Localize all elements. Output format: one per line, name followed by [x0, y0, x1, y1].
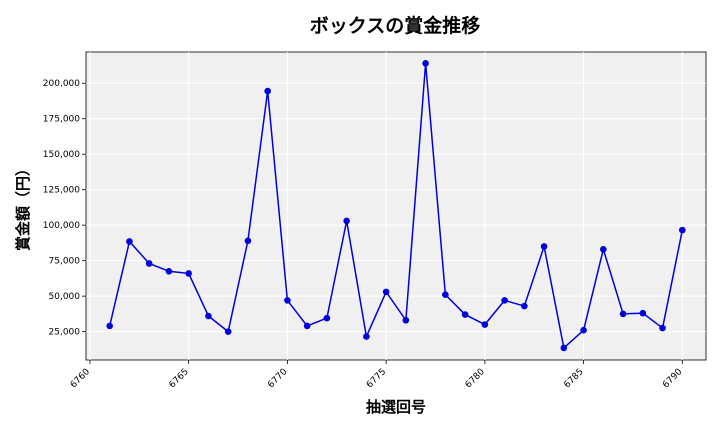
data-point: [442, 291, 449, 299]
y-tick-label: 175,000: [43, 115, 80, 125]
y-axis-label: 賞金額（円）: [14, 161, 32, 251]
y-tick-label: 150,000: [43, 150, 80, 160]
y-tick-label: 50,000: [49, 292, 81, 302]
y-tick-label: 100,000: [43, 221, 80, 231]
data-point: [303, 322, 311, 330]
data-point: [679, 226, 686, 234]
chart-title: ボックスの賞金推移: [310, 14, 480, 37]
x-tick-label: 6760: [69, 367, 92, 390]
y-tick-label: 200,000: [43, 79, 80, 89]
x-tick-label: 6770: [266, 367, 289, 390]
grid-lines: [86, 52, 706, 360]
y-tick-label: 125,000: [43, 186, 80, 196]
y-tick-label: 25,000: [49, 328, 81, 338]
plot-area: [85, 51, 707, 361]
x-tick-label: 6780: [464, 367, 487, 390]
data-point: [382, 288, 390, 296]
data-point: [106, 322, 113, 330]
data-point: [619, 310, 627, 318]
x-axis: 6760 6765 6770 6775 6780 6785 6790: [69, 360, 685, 390]
data-point: [461, 311, 469, 318]
data-point: [343, 217, 350, 225]
x-tick-label: 6785: [562, 367, 585, 390]
series-group: [106, 60, 686, 352]
data-point: [284, 297, 291, 304]
data-point: [580, 326, 587, 334]
x-tick-label: 6765: [168, 367, 191, 390]
data-point: [481, 321, 489, 328]
data-point: [540, 243, 548, 250]
data-point: [521, 302, 528, 310]
x-tick-label: 6790: [661, 367, 684, 390]
y-tick-label: 75,000: [49, 257, 81, 267]
x-axis-label: 抽選回号: [366, 398, 426, 416]
data-point: [501, 297, 508, 304]
data-point: [560, 344, 568, 352]
data-point: [639, 309, 647, 317]
data-point: [402, 316, 410, 324]
data-point: [244, 237, 252, 245]
data-point: [126, 238, 133, 245]
data-point: [224, 328, 232, 335]
data-point: [600, 245, 607, 253]
data-point: [422, 60, 429, 67]
data-point: [185, 270, 192, 277]
data-point: [205, 312, 212, 320]
data-point: [165, 267, 173, 275]
data-point: [323, 314, 331, 322]
x-tick-label: 6775: [365, 367, 388, 390]
data-point: [145, 260, 153, 267]
data-point: [659, 324, 666, 332]
y-axis: 25,000 50,000 75,000 100,000 125,000 150,000 1…: [43, 79, 86, 338]
data-point: [363, 333, 370, 340]
data-point: [264, 87, 271, 95]
series-line: [108, 63, 684, 350]
